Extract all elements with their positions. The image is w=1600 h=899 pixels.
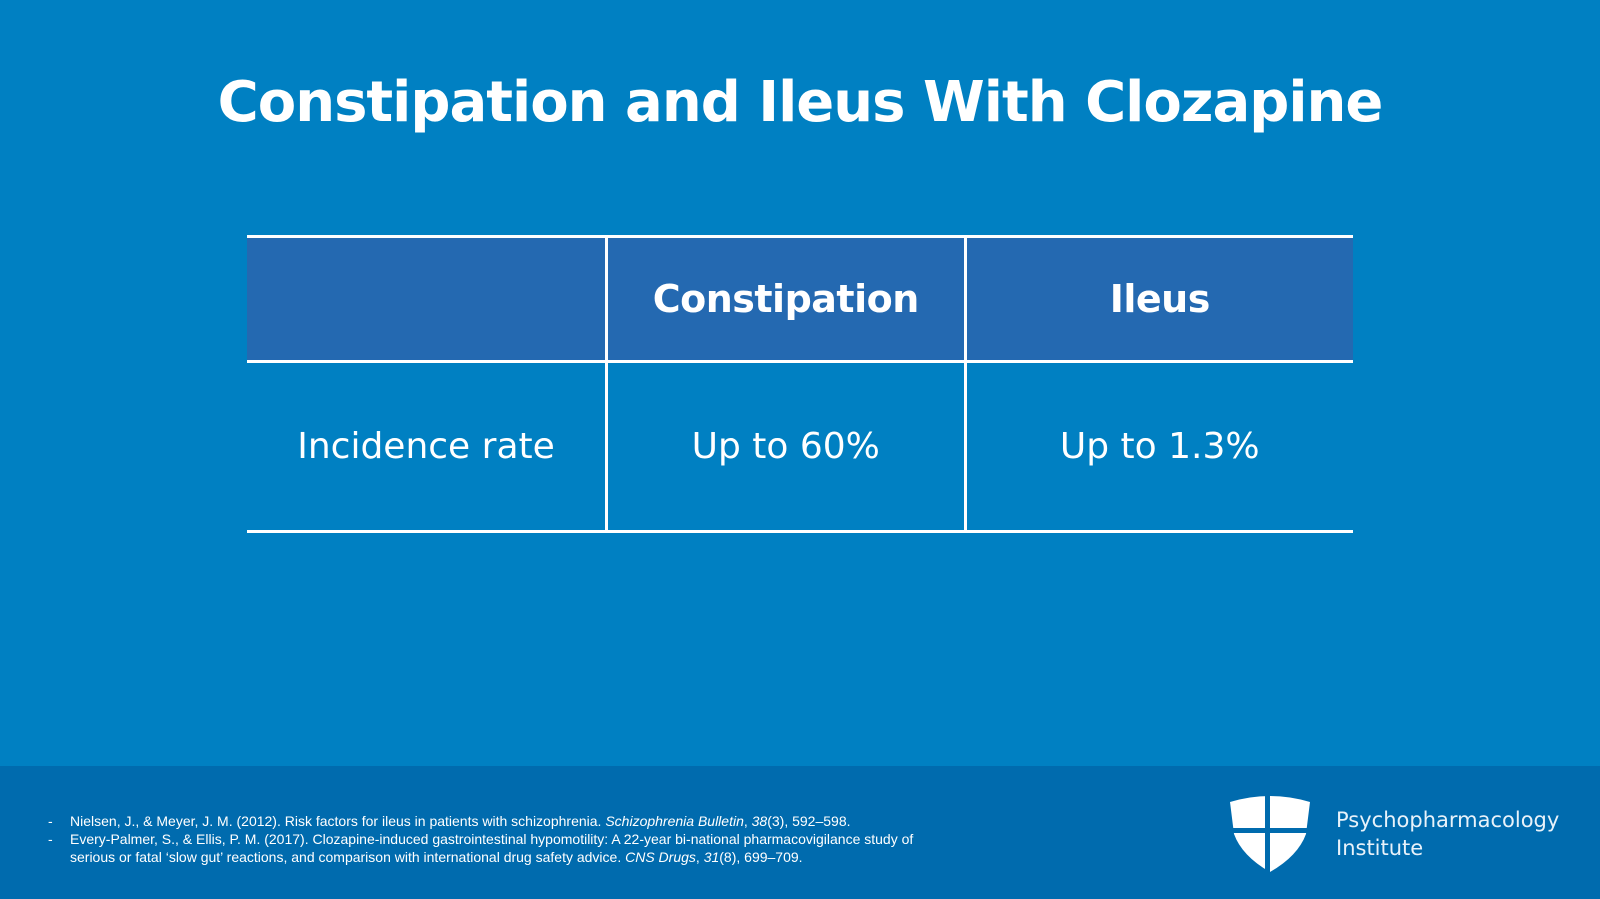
bullet: - [48, 813, 53, 829]
reference-item: - Every-Palmer, S., & Ellis, P. M. (2017… [48, 830, 950, 866]
reference-item: - Nielsen, J., & Meyer, J. M. (2012). Ri… [48, 812, 950, 830]
reference-text: Nielsen, J., & Meyer, J. M. (2012). Risk… [70, 812, 851, 830]
reference-body: Nielsen, J., & Meyer, J. M. (2012). Risk… [70, 813, 606, 829]
shield-cross-icon [1228, 794, 1312, 877]
separator: , [695, 849, 704, 865]
brand-line-2: Institute [1336, 836, 1424, 860]
row-label: Incidence rate [247, 360, 608, 533]
brand-name: Psychopharmacology Institute [1336, 806, 1559, 862]
constipation-value: Up to 60% [605, 360, 967, 533]
pages: (8), 699–709. [719, 849, 803, 865]
footer-band: - Nielsen, J., & Meyer, J. M. (2012). Ri… [0, 766, 1600, 899]
brand-line-1: Psychopharmacology [1336, 808, 1560, 832]
header-cell-empty [247, 235, 608, 363]
header-cell-constipation: Constipation [605, 235, 967, 363]
table-header-row: Constipation Ileus [247, 235, 1353, 363]
header-cell-ileus: Ileus [963, 235, 1353, 363]
slide-title: Constipation and Ileus With Clozapine [217, 70, 1384, 135]
incidence-table: Constipation Ileus Incidence rate Up to … [247, 235, 1353, 533]
pages: (3), 592–598. [767, 813, 851, 829]
bullet: - [48, 831, 53, 847]
references-list: - Nielsen, J., & Meyer, J. M. (2012). Ri… [48, 812, 950, 866]
ileus-value: Up to 1.3% [963, 360, 1353, 533]
separator: , [743, 813, 752, 829]
journal-name: Schizophrenia Bulletin [605, 813, 744, 829]
reference-text: Every-Palmer, S., & Ellis, P. M. (2017).… [70, 830, 950, 866]
journal-name: CNS Drugs [625, 849, 696, 865]
volume: 38 [751, 813, 768, 829]
volume: 31 [703, 849, 720, 865]
reference-body: Every-Palmer, S., & Ellis, P. M. (2017).… [70, 831, 914, 865]
table-row: Incidence rate Up to 60% Up to 1.3% [247, 360, 1353, 533]
